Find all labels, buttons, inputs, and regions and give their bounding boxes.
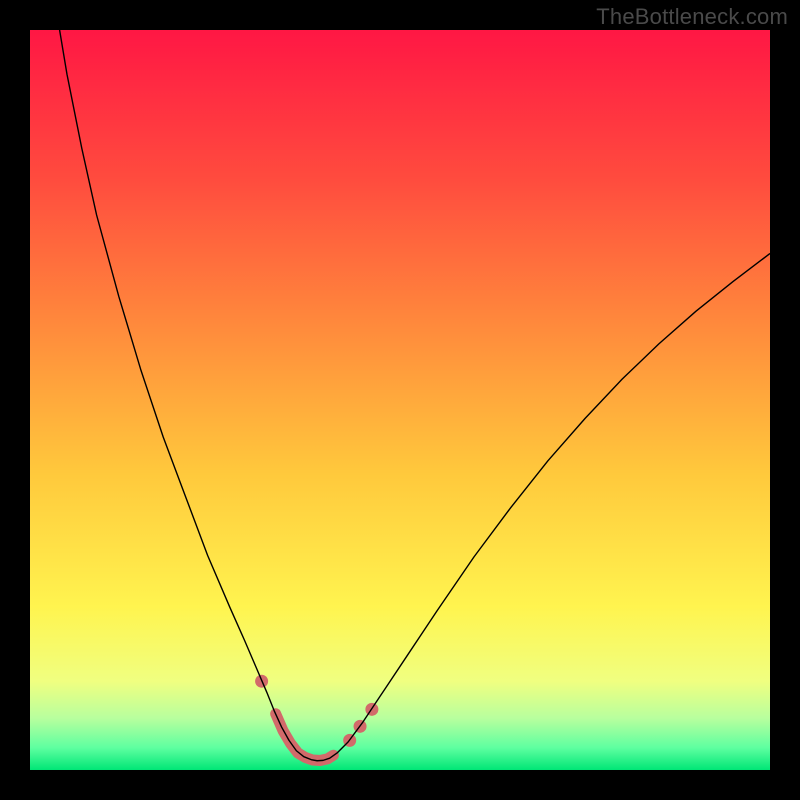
plot-svg bbox=[30, 30, 770, 770]
chart-container: TheBottleneck.com bbox=[0, 0, 800, 800]
plot-area bbox=[30, 30, 770, 770]
watermark-text: TheBottleneck.com bbox=[596, 4, 788, 30]
gradient-background bbox=[30, 30, 770, 770]
